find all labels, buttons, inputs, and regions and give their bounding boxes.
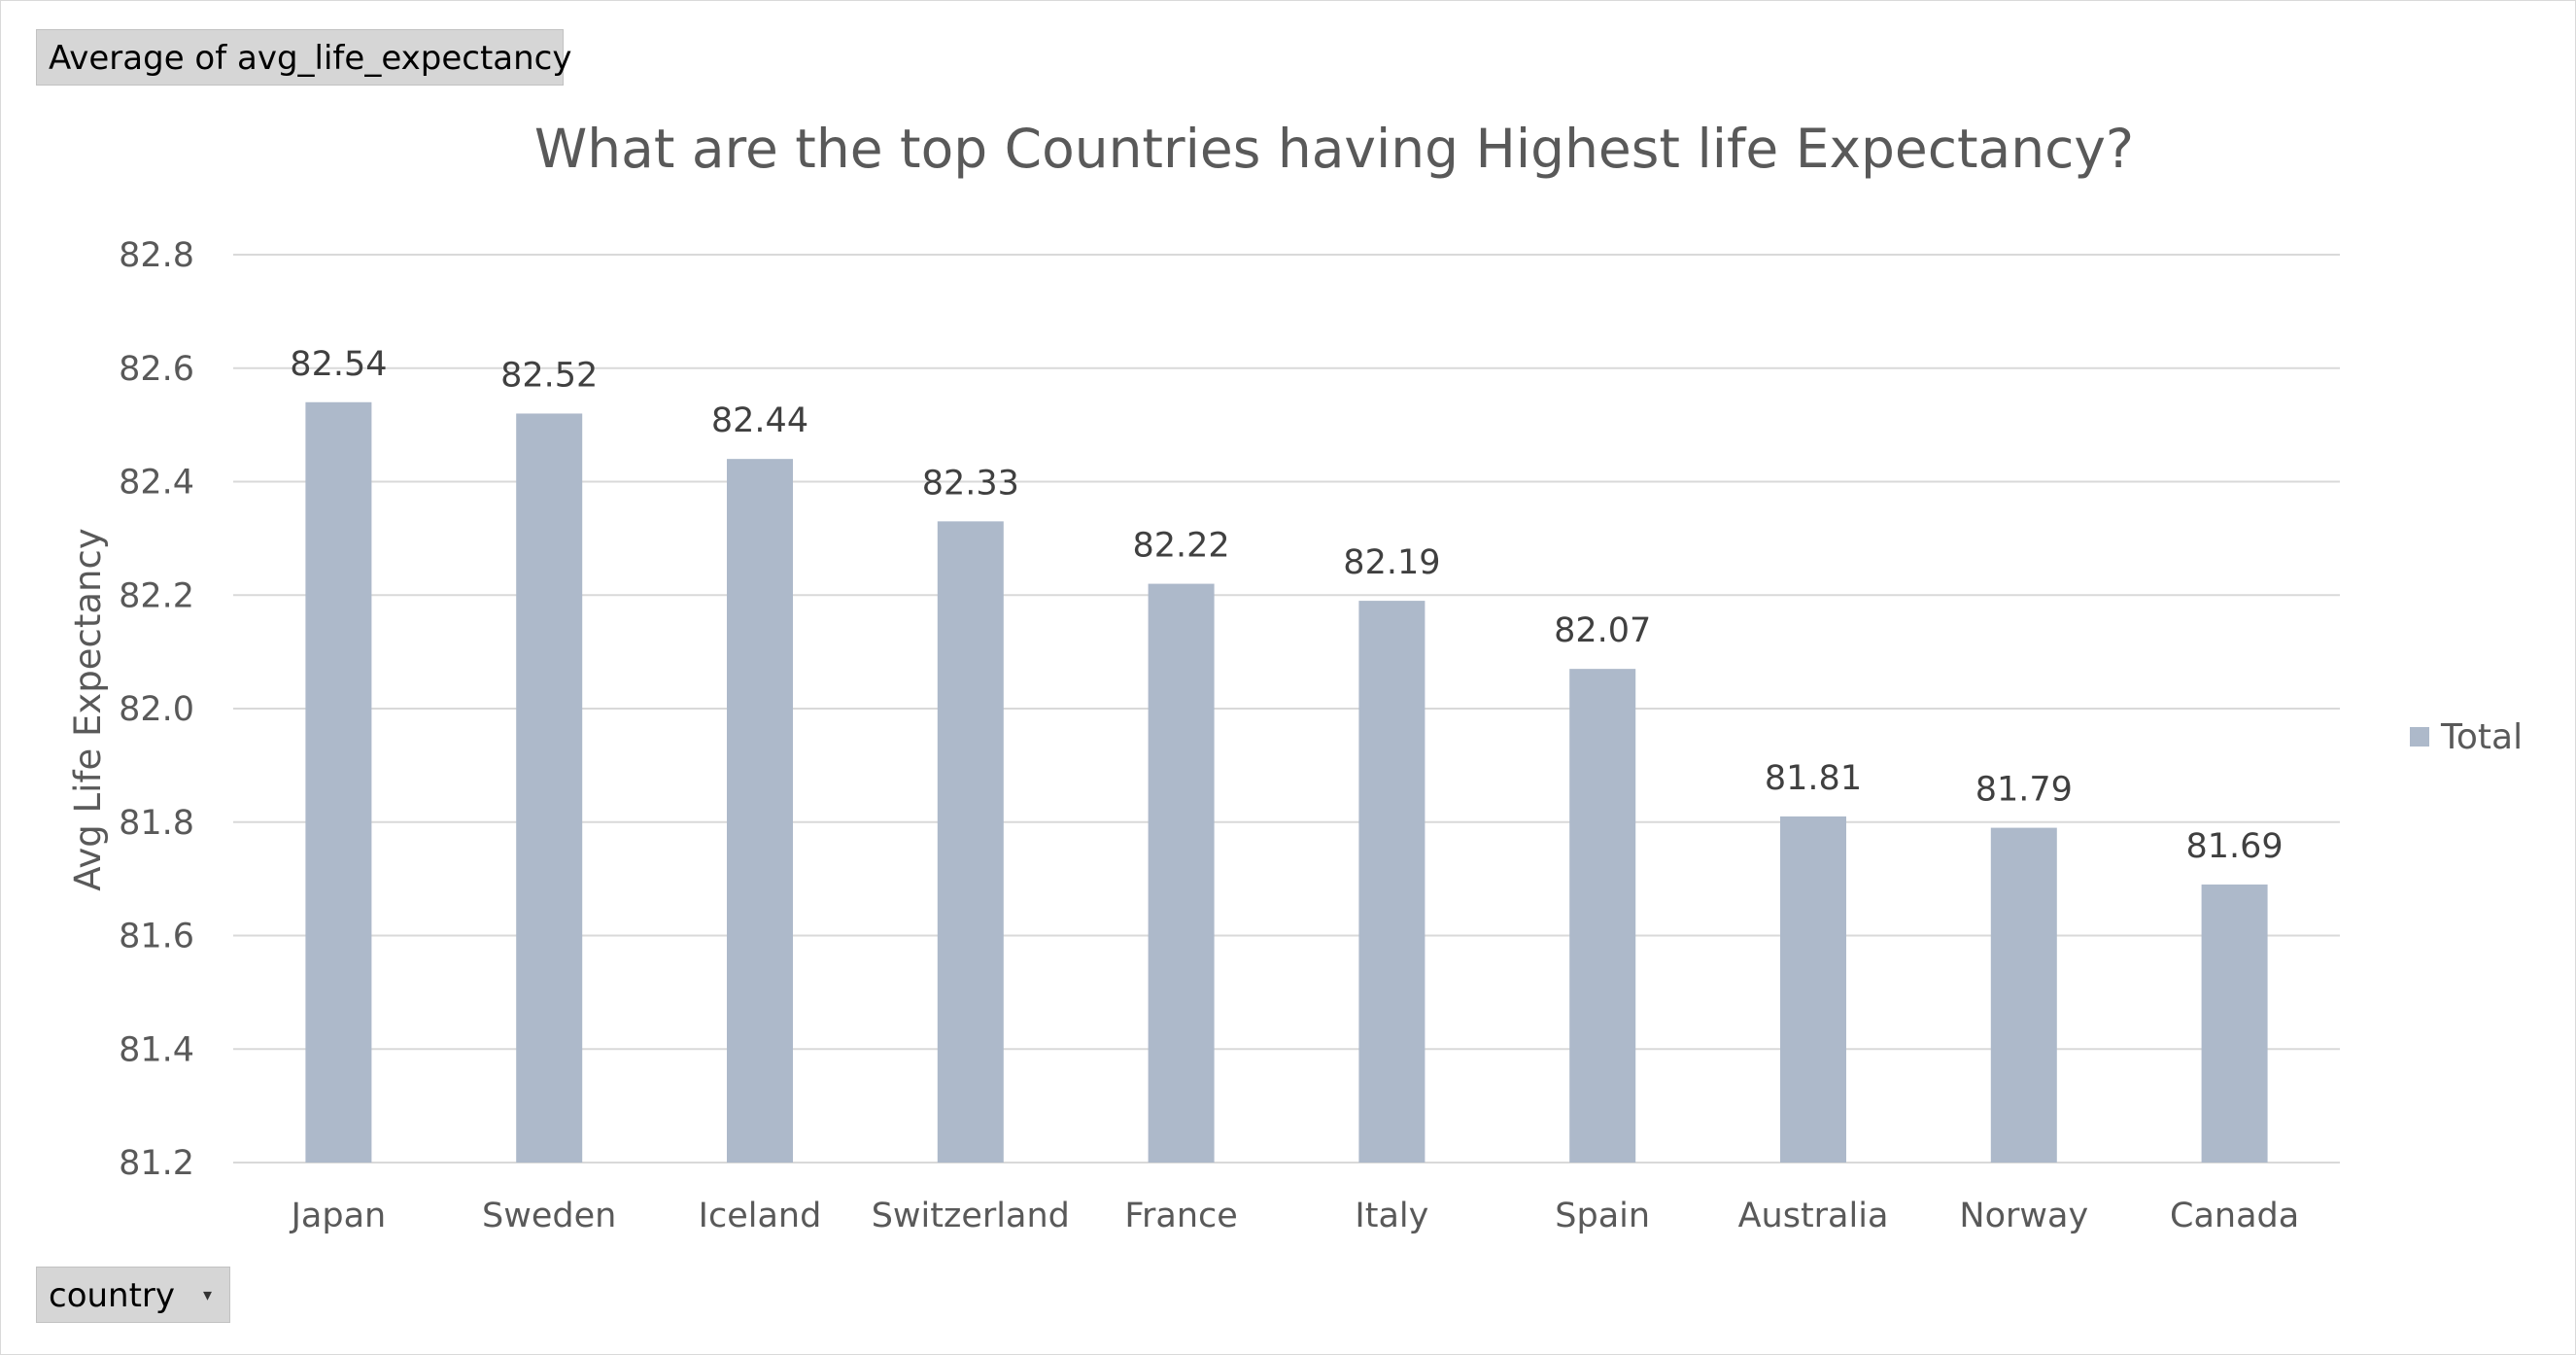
bar-japan bbox=[305, 401, 372, 1163]
data-label: 82.19 bbox=[1343, 543, 1440, 582]
data-label: 82.54 bbox=[290, 345, 387, 384]
x-tick-label: Australia bbox=[1738, 1197, 1889, 1235]
x-tick-label: Japan bbox=[290, 1197, 387, 1235]
dropdown-arrow-icon[interactable]: ▾ bbox=[202, 1285, 212, 1305]
y-axis-title: Avg Life Expectancy bbox=[67, 528, 109, 890]
legend: Total bbox=[2410, 717, 2523, 757]
data-label: 82.44 bbox=[711, 401, 808, 440]
y-tick-label: 82.4 bbox=[119, 464, 194, 503]
y-tick-label: 82.6 bbox=[119, 350, 194, 389]
data-label: 81.81 bbox=[1765, 759, 1862, 798]
data-label: 81.69 bbox=[2185, 827, 2283, 866]
y-tick-label: 82.0 bbox=[119, 690, 194, 729]
x-tick-label: Iceland bbox=[699, 1197, 822, 1235]
bar-sweden bbox=[516, 413, 583, 1163]
data-label: 82.22 bbox=[1132, 527, 1229, 566]
x-tick-label: Switzerland bbox=[872, 1197, 1070, 1235]
bar-switzerland bbox=[937, 521, 1004, 1163]
x-tick-label: Italy bbox=[1355, 1197, 1428, 1235]
y-axis-ticks: 81.2 81.4 81.6 81.8 82.0 82.2 82.4 82.6 82.8 bbox=[119, 236, 194, 1183]
axis-field-button[interactable]: country ▾ bbox=[36, 1267, 230, 1323]
data-label: 82.07 bbox=[1554, 611, 1651, 650]
y-tick-label: 82.8 bbox=[119, 236, 194, 275]
bar-italy bbox=[1358, 601, 1425, 1163]
bar-norway bbox=[1990, 827, 2057, 1163]
gridlines bbox=[233, 254, 2340, 1164]
data-labels: 82.54 82.52 82.44 82.33 82.22 82.19 82.07 81.81… bbox=[290, 345, 2283, 866]
bar-canada bbox=[2201, 884, 2268, 1163]
x-tick-label: Canada bbox=[2170, 1197, 2299, 1235]
legend-label: Total bbox=[2440, 717, 2523, 757]
data-label: 82.33 bbox=[922, 464, 1019, 503]
data-label: 81.79 bbox=[1975, 771, 2073, 810]
data-label: 82.52 bbox=[500, 356, 598, 395]
legend-swatch bbox=[2410, 727, 2429, 747]
bar-france bbox=[1148, 583, 1215, 1163]
value-field-button[interactable]: Average of avg_life_expectancy bbox=[36, 29, 572, 86]
bar-spain bbox=[1569, 669, 1636, 1163]
y-tick-label: 82.2 bbox=[119, 576, 194, 615]
x-tick-label: Sweden bbox=[482, 1197, 616, 1235]
x-tick-label: Norway bbox=[1959, 1197, 2088, 1235]
x-tick-label: France bbox=[1124, 1197, 1237, 1235]
x-axis-ticks: Japan Sweden Iceland Switzerland France Italy… bbox=[290, 1197, 2300, 1235]
chart-title: What are the top Countries having Highes… bbox=[534, 118, 2134, 180]
x-tick-label: Spain bbox=[1555, 1197, 1650, 1235]
bar-iceland bbox=[727, 459, 793, 1163]
y-tick-label: 81.6 bbox=[119, 918, 194, 956]
y-tick-label: 81.2 bbox=[119, 1144, 194, 1183]
y-tick-label: 81.8 bbox=[119, 804, 194, 843]
axis-field-label: country bbox=[49, 1276, 176, 1315]
bar-australia bbox=[1780, 816, 1846, 1163]
y-tick-label: 81.4 bbox=[119, 1030, 194, 1069]
value-field-label: Average of avg_life_expectancy bbox=[49, 39, 572, 78]
bars bbox=[305, 401, 2268, 1163]
